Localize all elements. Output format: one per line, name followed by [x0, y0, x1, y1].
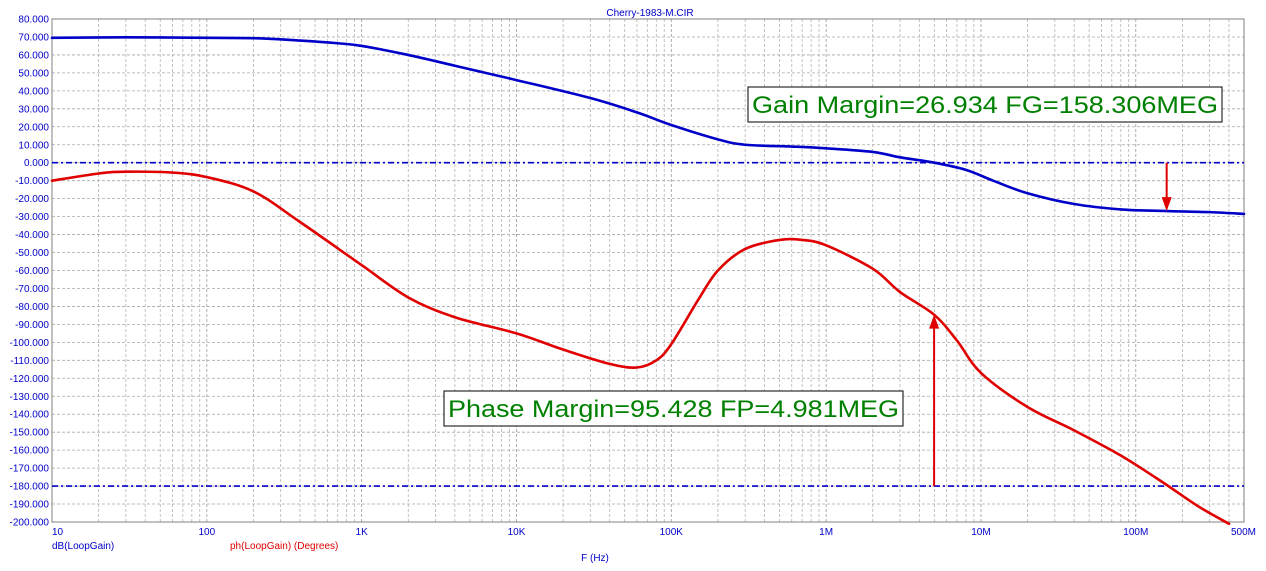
x-tick-label: 10K — [508, 527, 526, 538]
x-tick-label: 100K — [660, 527, 684, 538]
y-tick-label: -110.000 — [10, 356, 49, 367]
y-tick-label: -60.000 — [15, 266, 49, 277]
gain-margin-arrow-head — [1161, 197, 1172, 212]
x-axis-label: F (Hz) — [581, 553, 609, 564]
y-tick-label: 50.000 — [18, 68, 49, 79]
y-tick-label: 30.000 — [18, 104, 49, 115]
y-tick-label: -50.000 — [15, 248, 49, 259]
y-tick-label: -190.000 — [10, 500, 50, 511]
y-tick-label: -90.000 — [15, 320, 49, 331]
y-tick-label: -100.000 — [10, 338, 50, 349]
phase-margin-box — [443, 390, 904, 427]
phase-series-line — [50, 170, 1231, 526]
y-tick-label: -20.000 — [15, 194, 49, 205]
chart-title: Cherry-1983-M.CIR — [606, 8, 693, 19]
y-tick-label: -150.000 — [10, 428, 50, 439]
gain-margin-label: Gain Margin=26.934 FG=158.306MEG — [752, 92, 1218, 119]
reference-lines — [52, 161, 1244, 487]
x-tick-label: 10M — [971, 527, 990, 538]
x-tick-label: 1M — [819, 527, 833, 538]
y-tick-label: 40.000 — [18, 86, 49, 97]
x-tick-label: 10 — [52, 527, 64, 538]
gain-db-series-line — [50, 36, 1246, 216]
y-tick-label: 10.000 — [18, 140, 49, 151]
y-tick-label: -80.000 — [15, 302, 49, 313]
y-tick-label: -30.000 — [15, 212, 49, 223]
x-tick-label: 1K — [356, 527, 369, 538]
x-tick-label: 100 — [198, 527, 215, 538]
x-tick-label: 500M — [1231, 527, 1256, 538]
legend-phase-label: ph(LoopGain) (Degrees) — [230, 541, 338, 552]
phase-margin-arrow-head — [929, 314, 940, 329]
y-tick-label: -10.000 — [15, 176, 49, 187]
y-tick-label: -40.000 — [15, 230, 49, 241]
x-tick-label: 100M — [1123, 527, 1148, 538]
y-tick-label: -200.000 — [10, 518, 50, 529]
tick-labels: 80.000 70.000 60.000 50.000 40.000 30.000 20.0… — [10, 15, 1256, 539]
series — [50, 36, 1246, 526]
y-tick-label: -180.000 — [10, 482, 50, 493]
y-tick-label: -140.000 — [10, 410, 50, 421]
y-tick-label: -130.000 — [10, 392, 50, 403]
y-tick-label: 80.000 — [18, 15, 49, 26]
y-tick-label: 70.000 — [18, 32, 49, 43]
y-tick-label: -120.000 — [10, 374, 50, 385]
plot-frame — [51, 18, 1245, 523]
phase-margin-label: Phase Margin=95.428 FP=4.981MEG — [448, 396, 899, 423]
y-tick-label: -160.000 — [10, 446, 50, 457]
y-tick-label: 0.000 — [24, 158, 49, 169]
y-tick-label: -170.000 — [10, 464, 50, 475]
y-tick-label: -70.000 — [15, 284, 49, 295]
annotations: Gain Margin=26.934 FG=158.306MEG Phase Ma… — [443, 86, 1223, 487]
y-tick-label: 60.000 — [18, 50, 49, 61]
legend-gain-label: dB(LoopGain) — [52, 541, 114, 552]
gain-margin-box — [747, 86, 1223, 123]
y-tick-label: 20.000 — [18, 122, 49, 133]
